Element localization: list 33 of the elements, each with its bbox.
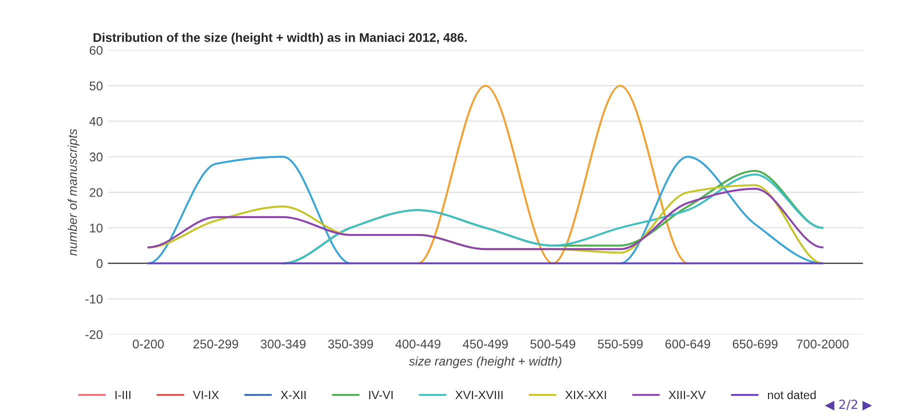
x-tick-label: 450-499 xyxy=(462,340,508,348)
text: ◀ 2/2 ▶ xyxy=(824,400,872,410)
legend-label: XVI-XVIII xyxy=(455,390,503,400)
y-tick-label: -10 xyxy=(86,294,103,304)
y-tick-label: 30 xyxy=(90,152,103,162)
x-tick-label: 550-599 xyxy=(598,340,643,348)
x-tick-label: 0-200 xyxy=(132,340,164,348)
legend-label: VI-IX xyxy=(192,390,219,400)
x-tick-label: 300-349 xyxy=(260,340,306,348)
legend-label: XIX-XXI xyxy=(565,390,606,400)
legend-label: IV-VI xyxy=(369,390,393,400)
y-tick-label: 0 xyxy=(96,259,103,268)
x-tick-label: 250-299 xyxy=(193,340,238,348)
chart-title: Distribution of the size (height + width) as in Maniaci 2012, 486. xyxy=(94,32,467,44)
y-tick-label: 60 xyxy=(90,46,103,55)
x-tick-label: 700-2000 xyxy=(796,340,849,348)
legend-label: I-III xyxy=(116,390,130,400)
x-axis-title: size ranges (height + width) xyxy=(408,356,562,368)
legend-label: not dated xyxy=(768,390,816,400)
x-tick-label: 400-449 xyxy=(395,340,440,348)
y-tick-label: -20 xyxy=(86,330,103,340)
x-tick-label: 500-549 xyxy=(530,340,576,348)
y-tick-label: 10 xyxy=(90,224,103,232)
y-axis-title: number of manuscripts xyxy=(68,128,80,256)
legend-label: XIII-XV xyxy=(668,390,706,400)
x-tick-label: 350-399 xyxy=(328,340,373,348)
line-series xyxy=(147,188,824,250)
y-tick-label: 50 xyxy=(90,81,103,90)
y-tick-label: 20 xyxy=(90,188,103,197)
x-tick-label: 650-699 xyxy=(732,340,778,348)
legend-label: X-XII xyxy=(280,390,306,400)
x-tick-label: 600-649 xyxy=(665,340,710,348)
y-tick-label: 40 xyxy=(89,117,103,126)
